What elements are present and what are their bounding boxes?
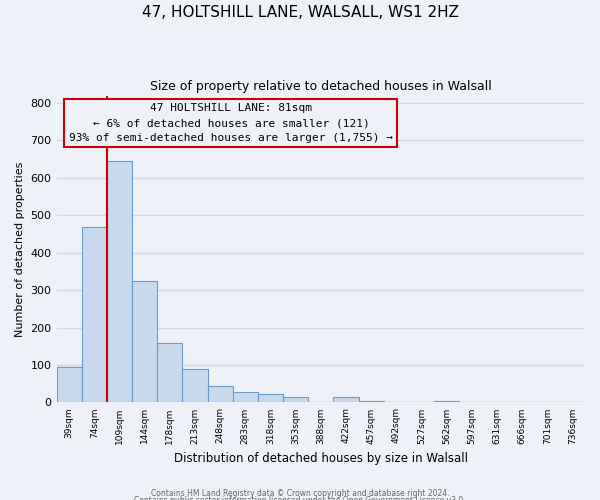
Bar bbox=[233, 392, 258, 402]
Text: Contains public sector information licensed under the Open Government Licence v3: Contains public sector information licen… bbox=[134, 496, 466, 500]
X-axis label: Distribution of detached houses by size in Walsall: Distribution of detached houses by size … bbox=[174, 452, 468, 465]
Bar bbox=[334, 397, 359, 402]
Bar bbox=[283, 397, 308, 402]
Bar bbox=[434, 400, 459, 402]
Bar bbox=[208, 386, 233, 402]
Text: Contains HM Land Registry data © Crown copyright and database right 2024.: Contains HM Land Registry data © Crown c… bbox=[151, 488, 449, 498]
Y-axis label: Number of detached properties: Number of detached properties bbox=[15, 162, 25, 336]
Bar bbox=[157, 342, 182, 402]
Text: 47, HOLTSHILL LANE, WALSALL, WS1 2HZ: 47, HOLTSHILL LANE, WALSALL, WS1 2HZ bbox=[142, 5, 458, 20]
Bar bbox=[359, 400, 383, 402]
Bar bbox=[182, 368, 208, 402]
Bar bbox=[132, 281, 157, 402]
Bar bbox=[82, 226, 107, 402]
Bar bbox=[56, 367, 82, 402]
Bar bbox=[107, 161, 132, 402]
Text: 47 HOLTSHILL LANE: 81sqm
← 6% of detached houses are smaller (121)
93% of semi-d: 47 HOLTSHILL LANE: 81sqm ← 6% of detache… bbox=[69, 103, 393, 143]
Bar bbox=[258, 394, 283, 402]
Title: Size of property relative to detached houses in Walsall: Size of property relative to detached ho… bbox=[150, 80, 491, 93]
